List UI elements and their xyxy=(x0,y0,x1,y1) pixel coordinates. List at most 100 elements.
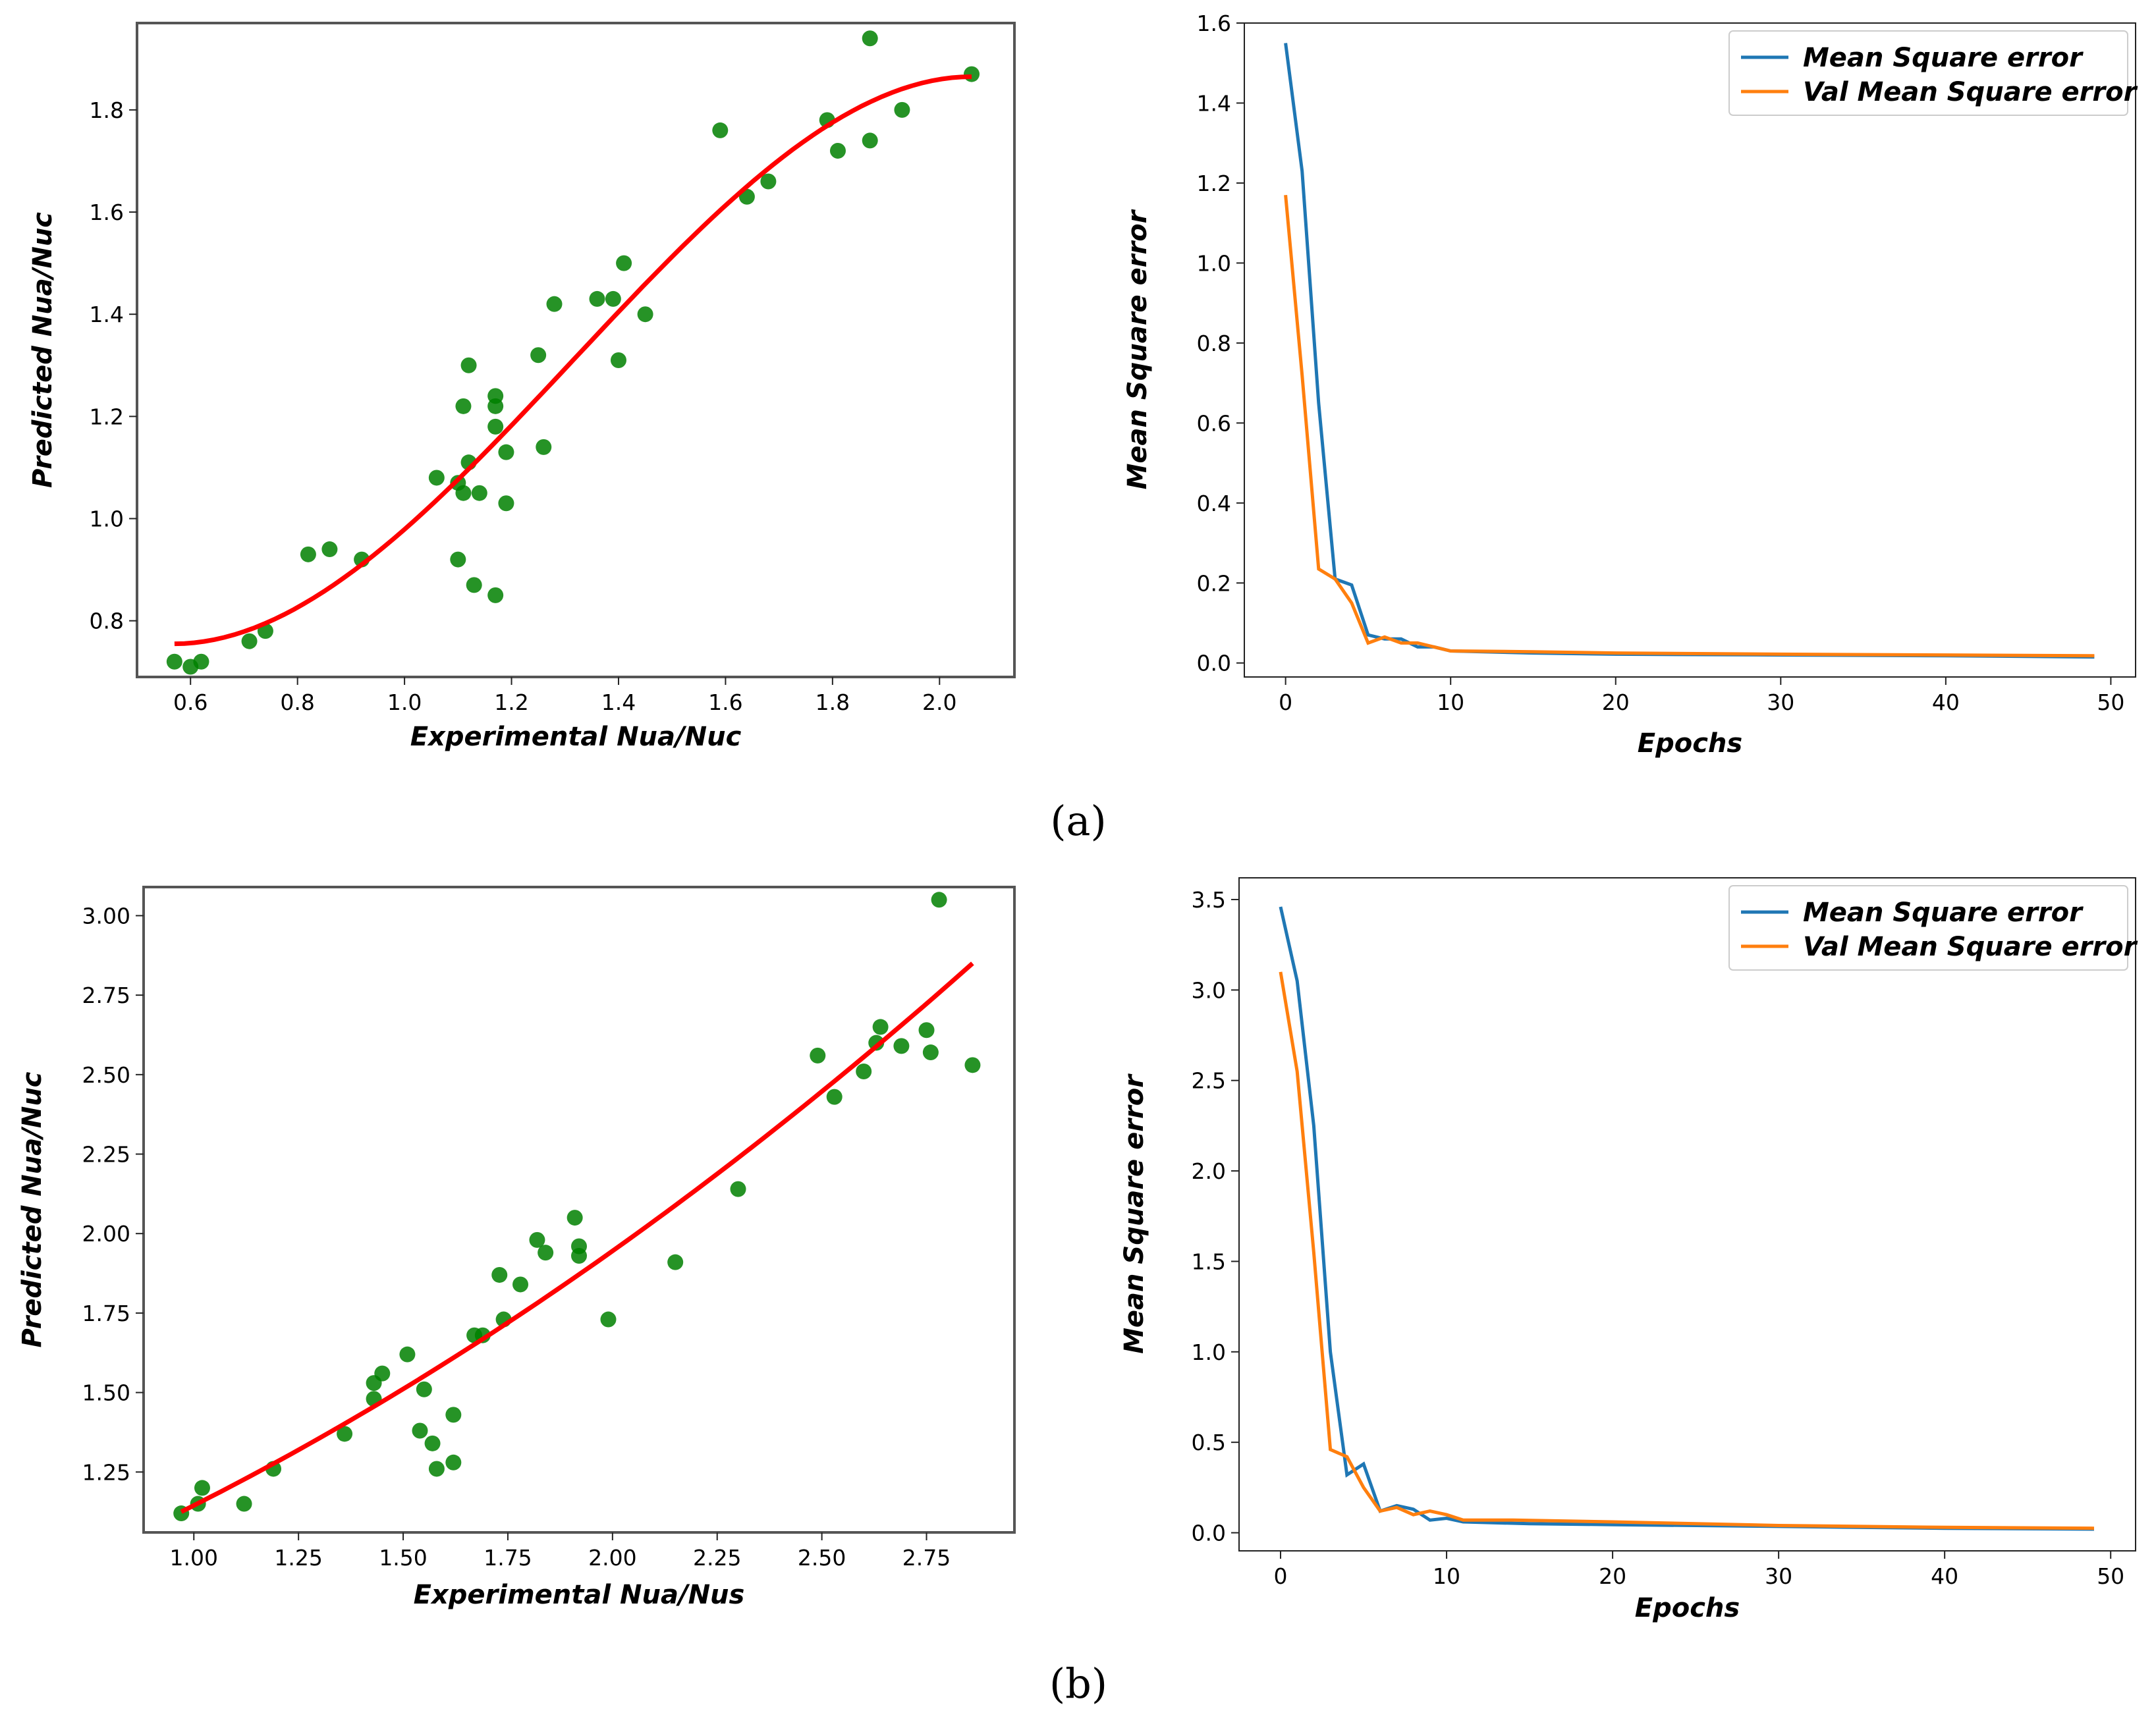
panel-label-a: (a) xyxy=(1050,797,1106,845)
scatter-point xyxy=(529,1231,545,1248)
x-tick-label: 1.2 xyxy=(494,689,528,715)
scatter-point xyxy=(416,1381,432,1397)
scatter-point xyxy=(460,357,477,373)
x-tick-label: 2.0 xyxy=(922,689,956,715)
legend-box xyxy=(1728,30,2128,116)
fit-curve xyxy=(180,961,974,1514)
scatter-point xyxy=(194,1480,210,1496)
x-tick-label: 1.0 xyxy=(387,689,422,715)
fit-curve xyxy=(174,74,972,647)
x-tick-label: 20 xyxy=(1602,689,1630,715)
x-tick-label: 1.4 xyxy=(601,689,636,715)
legend-label: Val Mean Square error xyxy=(1803,932,2138,962)
x-tick-label: 2.00 xyxy=(588,1545,636,1571)
y-tick-label: 1.6 xyxy=(1197,11,1231,36)
scatter-point xyxy=(455,398,472,414)
y-tick-label: 1.0 xyxy=(1197,250,1231,276)
scatter-point xyxy=(450,551,466,568)
scatter-point xyxy=(300,546,316,562)
x-tick-label: 2.75 xyxy=(902,1545,951,1571)
scatter-point xyxy=(856,1064,872,1079)
y-tick-label: 2.0 xyxy=(1192,1158,1226,1184)
scatter-point xyxy=(605,290,621,307)
y-tick-label: 0.6 xyxy=(1197,410,1231,436)
scatter-point xyxy=(412,1422,428,1439)
scatter-point xyxy=(538,1245,554,1261)
scatter-point xyxy=(567,1210,583,1226)
x-axis-label: Experimental Nua/Nus xyxy=(414,1580,745,1610)
scatter-point xyxy=(571,1248,587,1264)
x-tick-label: 1.75 xyxy=(484,1545,532,1571)
y-tick-label: 1.2 xyxy=(1197,171,1231,196)
scatter-point xyxy=(428,470,445,486)
y-tick-label: 3.00 xyxy=(82,903,130,929)
y-tick-label: 1.0 xyxy=(1192,1339,1226,1365)
scatter-point xyxy=(600,1311,617,1328)
scatter-point xyxy=(487,418,504,435)
y-tick-label: 1.75 xyxy=(82,1301,130,1326)
scatter-point xyxy=(491,1266,508,1283)
chart-b-loss: 0 10 20 30 40 50 0.0 0.5 1.0 1.5 2.0 2.5 3.0 3.5 Epoch… xyxy=(1119,877,2138,1623)
legend-label: Val Mean Square error xyxy=(1803,77,2138,107)
y-axis-label: Predicted Nua/Nuc xyxy=(17,1071,47,1347)
y-tick-label: 2.50 xyxy=(82,1062,130,1088)
scatter-point xyxy=(872,1019,889,1035)
scatter-point xyxy=(862,132,878,149)
scatter-point xyxy=(321,541,338,558)
scatter-point xyxy=(445,1454,462,1471)
plot-frame xyxy=(1244,22,2136,678)
scatter-point xyxy=(712,122,729,138)
scatter-point xyxy=(399,1346,416,1363)
scatter-point xyxy=(826,1089,843,1105)
scatter-point xyxy=(667,1254,684,1270)
y-axis-label: Mean Square error xyxy=(1119,1073,1149,1354)
plot-frame xyxy=(142,886,1016,1534)
x-tick-label: 1.50 xyxy=(379,1545,427,1571)
x-tick-label: 1.8 xyxy=(815,689,850,715)
y-tick-label: 0.8 xyxy=(1197,331,1231,356)
plot-frame xyxy=(136,22,1016,678)
scatter-point xyxy=(236,1496,252,1512)
x-axis-label: Epochs xyxy=(1635,1593,1740,1623)
scatter-point xyxy=(829,142,846,159)
scatter-point xyxy=(337,1426,353,1442)
y-tick-label: 0.5 xyxy=(1192,1430,1226,1455)
scatter-point xyxy=(530,347,547,364)
scatter-point xyxy=(760,173,777,190)
y-tick-label: 0.0 xyxy=(1192,1521,1226,1546)
x-tick-label: 0.6 xyxy=(173,689,207,715)
y-tick-label: 1.5 xyxy=(1192,1249,1226,1274)
scatter-point xyxy=(193,653,209,670)
scatter-point xyxy=(241,633,258,649)
x-axis-label: Experimental Nua/Nuc xyxy=(410,722,742,752)
x-tick-label: 10 xyxy=(1433,1563,1460,1589)
x-tick-label: 40 xyxy=(1932,689,1960,715)
series-line-train xyxy=(1279,906,2095,1531)
y-tick-label: 1.25 xyxy=(82,1459,130,1485)
y-tick-label: 2.5 xyxy=(1192,1068,1226,1094)
x-tick-label: 0.8 xyxy=(280,689,314,715)
legend-label: Mean Square error xyxy=(1803,898,2084,928)
x-tick-label: 1.25 xyxy=(274,1545,322,1571)
y-axis-label: Mean Square error xyxy=(1122,209,1153,489)
y-tick-label: 2.25 xyxy=(82,1142,130,1168)
y-tick-label: 1.50 xyxy=(82,1380,130,1406)
x-tick-label: 2.25 xyxy=(693,1545,741,1571)
chart-a-scatter: 0.6 0.8 1.0 1.2 1.4 1.6 1.8 2.0 0.8 1.0 1.2 1.4 1.6 1… xyxy=(28,22,1016,752)
scatter-point xyxy=(616,255,632,271)
y-tick-label: 2.75 xyxy=(82,983,130,1008)
chart-a-loss: 0 10 20 30 40 50 0.0 0.2 0.4 0.6 0.8 1.0 1.2 1.4 1.6 Ep… xyxy=(1122,11,2138,759)
y-tick-label: 1.8 xyxy=(90,97,124,123)
y-tick-label: 3.5 xyxy=(1192,887,1226,913)
scatter-point xyxy=(424,1435,441,1451)
scatter-point xyxy=(374,1365,391,1382)
scatter-point xyxy=(589,290,605,307)
y-tick-label: 3.0 xyxy=(1192,977,1226,1003)
scatter-point xyxy=(546,296,563,312)
x-tick-label: 2.50 xyxy=(798,1545,846,1571)
x-tick-label: 30 xyxy=(1767,689,1794,715)
y-tick-label: 0.0 xyxy=(1197,651,1231,676)
series-line-val xyxy=(1284,194,2095,658)
x-tick-label: 30 xyxy=(1765,1563,1792,1589)
